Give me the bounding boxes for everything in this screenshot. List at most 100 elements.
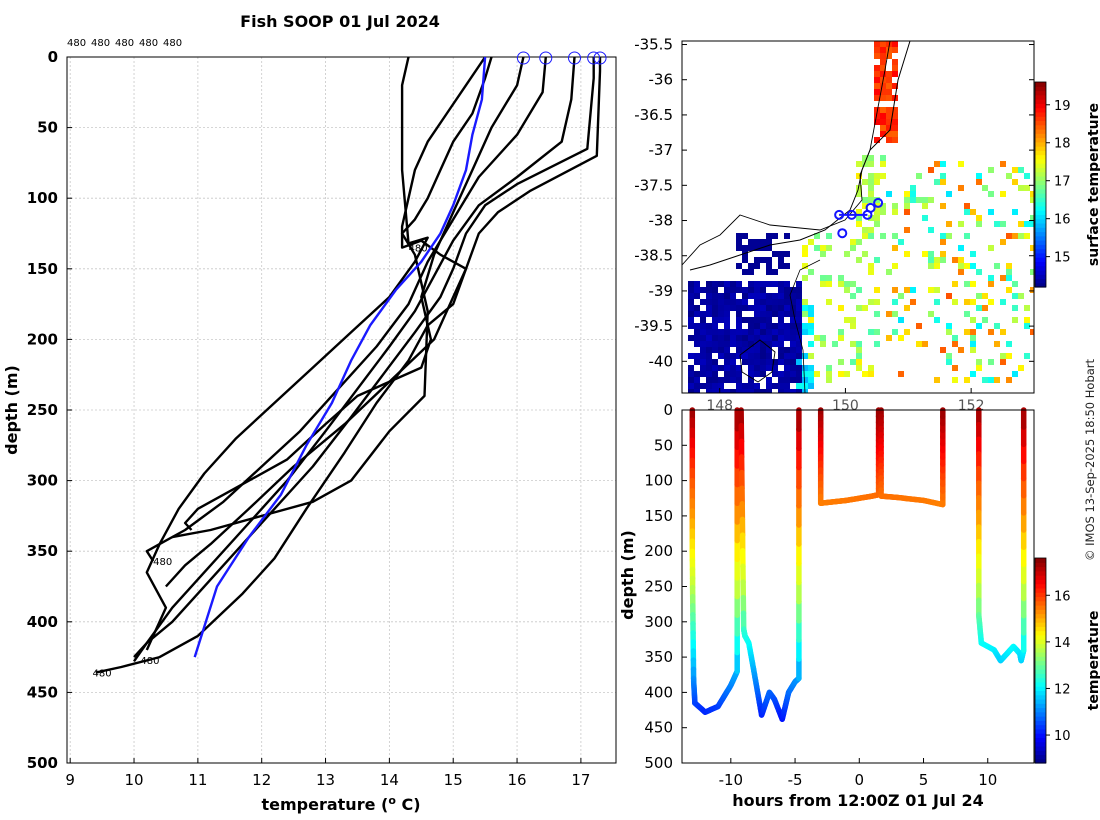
sst-cell [1000, 191, 1006, 197]
sst-cell [694, 287, 700, 293]
sst-cell [886, 311, 892, 317]
sst-cell [778, 311, 784, 317]
dt-x-axis-label: hours from 12:00Z 01 Jul 24 [732, 791, 983, 810]
sst-cell [784, 263, 790, 269]
sst-cell [964, 281, 970, 287]
temperature-colorbar-band [1035, 630, 1046, 636]
sst-cell [766, 245, 772, 251]
sst-cell [814, 371, 820, 377]
sst-cell [808, 353, 814, 359]
sst-cell [886, 131, 892, 137]
sst-cell [688, 311, 694, 317]
sst-cell [754, 329, 760, 335]
sst-cell [790, 377, 796, 383]
sst-cell [718, 311, 724, 317]
dt-y-tick-label: 0 [663, 401, 673, 419]
sst-cell [886, 119, 892, 125]
sst-cell [784, 359, 790, 365]
sst-cell [718, 299, 724, 305]
temperature-colorbar-tick-label: 16 [1054, 589, 1071, 604]
sst-cell [724, 299, 730, 305]
sst-cell [880, 59, 886, 65]
temperature-colorbar-band [1035, 622, 1046, 627]
sst-cell [856, 221, 862, 227]
sst-cell [718, 389, 724, 393]
sst-cell [694, 335, 700, 341]
temperature-colorbar-band [1035, 617, 1046, 623]
sst-cell [820, 341, 826, 347]
sst-cell [898, 371, 904, 377]
temperature-colorbar-band [1035, 669, 1046, 674]
x-tick-label: 15 [444, 771, 463, 789]
sst-cell [856, 341, 862, 347]
sst-cell [724, 359, 730, 365]
sst-cell [934, 257, 940, 263]
sst-cell [712, 317, 718, 323]
sst-cell [736, 341, 742, 347]
sst-cell [814, 245, 820, 251]
sst-cell [754, 287, 760, 293]
sst-cell [784, 287, 790, 293]
sst-cell [778, 257, 784, 263]
sst-cell [904, 197, 910, 203]
sst-cell [886, 53, 892, 59]
sst-colorbar-band [1035, 133, 1046, 139]
sst-cell [862, 161, 868, 167]
sst-cell [952, 341, 958, 347]
sst-cell [766, 305, 772, 311]
sst-cell [874, 119, 880, 125]
sst-cell [886, 125, 892, 131]
temperature-profile-6 [172, 56, 493, 539]
sst-cell [1000, 275, 1006, 281]
sst-cell [706, 293, 712, 299]
sst-cell [736, 383, 742, 389]
sst-cell [742, 299, 748, 305]
sst-cell [772, 281, 778, 287]
temperature-colorbar-band [1035, 643, 1046, 649]
sst-cell [748, 293, 754, 299]
sst-cell [868, 365, 874, 371]
sst-cell [880, 155, 886, 161]
sst-cell [976, 269, 982, 275]
sst-cell [1000, 299, 1006, 305]
sst-cell [754, 353, 760, 359]
temperature-colorbar-band [1035, 600, 1046, 606]
sst-cell [886, 71, 892, 77]
sst-cell [928, 251, 934, 257]
sst-cell [934, 263, 940, 269]
sst-cell [946, 353, 952, 359]
temperature-colorbar-band [1035, 681, 1046, 687]
sst-cell [1030, 215, 1034, 221]
sst-cell [874, 77, 880, 83]
sst-cell [856, 239, 862, 245]
sst-cell [802, 377, 808, 383]
sst-cell [700, 299, 706, 305]
sst-cell [760, 335, 766, 341]
sst-cell [772, 383, 778, 389]
sst-cell [880, 125, 886, 131]
surface-drop-marker [568, 51, 582, 65]
sst-cell [760, 299, 766, 305]
sst-cell [730, 287, 736, 293]
sst-cell [1006, 233, 1012, 239]
sst-cell [760, 287, 766, 293]
sst-cell [796, 305, 802, 311]
sst-cell [700, 365, 706, 371]
sst-cell [766, 293, 772, 299]
sst-cell [796, 377, 802, 383]
sst-cell [952, 335, 958, 341]
sst-cell [748, 323, 754, 329]
sst-colorbar-band [1035, 214, 1046, 220]
dt-x-tick-label: -5 [788, 771, 803, 789]
sst-cell [880, 113, 886, 119]
sst-cell [778, 305, 784, 311]
temperature-colorbar-band [1035, 656, 1046, 662]
sst-cell [688, 281, 694, 287]
sst-cell [688, 353, 694, 359]
sst-cell [850, 359, 856, 365]
sst-cell [946, 233, 952, 239]
dt-x-tick-label: 0 [855, 771, 865, 789]
sst-cell [736, 287, 742, 293]
sst-cell [898, 317, 904, 323]
sst-cell [922, 341, 928, 347]
